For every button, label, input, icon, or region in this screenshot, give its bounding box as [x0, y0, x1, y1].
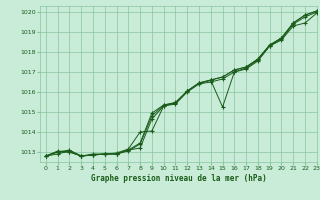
X-axis label: Graphe pression niveau de la mer (hPa): Graphe pression niveau de la mer (hPa)	[91, 174, 266, 183]
